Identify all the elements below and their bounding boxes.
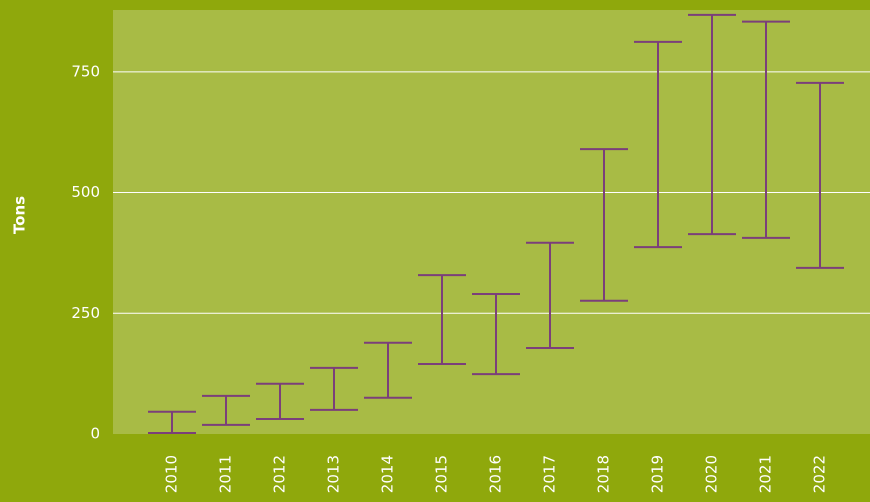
x-tick-label: 2020 — [703, 455, 721, 493]
plot-area — [113, 10, 870, 434]
x-tick-label: 2011 — [217, 455, 235, 493]
x-tick-label: 2017 — [541, 455, 559, 493]
x-tick-label: 2015 — [433, 455, 451, 493]
y-tick-label: 500 — [71, 183, 100, 201]
y-tick-label: 250 — [71, 304, 100, 322]
x-tick-label: 2012 — [271, 455, 289, 493]
y-tick-label: 0 — [90, 425, 100, 443]
x-tick-label: 2022 — [811, 455, 829, 493]
y-tick-label: 750 — [71, 62, 100, 80]
x-tick-label: 2013 — [325, 455, 343, 493]
x-tick-label: 2016 — [487, 455, 505, 493]
x-tick-label: 2010 — [163, 455, 181, 493]
x-tick-label: 2019 — [649, 455, 667, 493]
y-axis-label: Tons — [11, 196, 29, 234]
x-tick-label: 2021 — [757, 455, 775, 493]
x-tick-label: 2014 — [379, 455, 397, 493]
x-tick-label: 2018 — [595, 455, 613, 493]
